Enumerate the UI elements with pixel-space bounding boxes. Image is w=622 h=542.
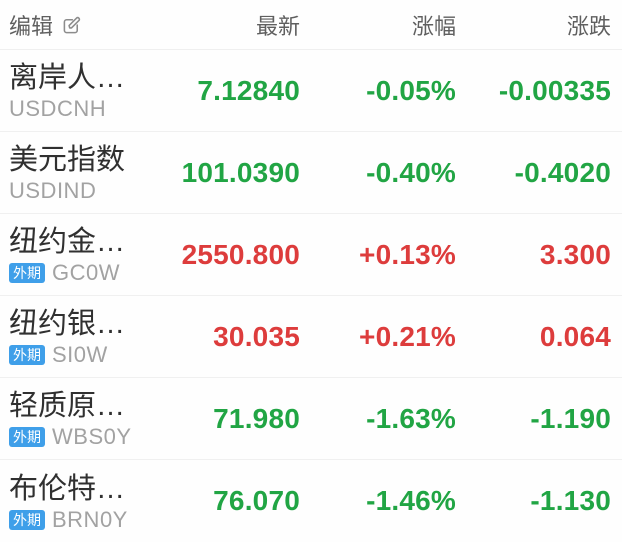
instrument-code: GC0W [52,260,120,285]
instrument-code: BRN0Y [52,506,128,532]
instrument-cell: 离岸人民币 USDCNH [9,61,135,121]
last-price: 76.070 [213,485,300,516]
change-percent: +0.21% [359,320,456,352]
instrument-name: 纽约银主连 [9,308,135,340]
quote-rows: 离岸人民币 USDCNH 7.12840 -0.05% -0.00335 美元指… [0,50,622,542]
instrument-name: 布伦特原油连续 [9,472,135,505]
instrument-cell: 纽约金主连 外期 GC0W [9,225,135,285]
change-value: -1.130 [530,485,611,516]
instrument-subline: USDIND [9,178,135,203]
change-value: 3.300 [539,238,611,270]
instrument-name: 轻质原油连续 [9,390,135,422]
quote-row[interactable]: 纽约金主连 外期 GC0W 2550.800 +0.13% 3.300 [0,214,622,296]
instrument-cell: 美元指数 USDIND [9,143,135,203]
edit-square-pencil-icon [60,15,82,37]
instrument-subline: 外期 WBS0Y [9,424,135,449]
instrument-name: 纽约金主连 [9,226,135,258]
instrument-code: USDCNH [9,96,107,121]
market-badge: 外期 [9,427,45,447]
last-price: 71.980 [213,402,300,434]
quote-row[interactable]: 美元指数 USDIND 101.0390 -0.40% -0.4020 [0,132,622,214]
instrument-subline: 外期 GC0W [9,260,135,285]
change-value: -0.00335 [498,74,611,106]
instrument-subline: 外期 BRN0Y [9,506,135,532]
change-value: -1.190 [530,402,611,434]
instrument-cell: 轻质原油连续 外期 WBS0Y [9,389,135,449]
market-badge: 外期 [9,345,45,365]
last-price: 30.035 [213,320,300,352]
instrument-subline: 外期 SI0W [9,342,135,367]
instrument-name: 美元指数 [9,144,126,176]
change-value: 0.064 [539,320,611,352]
last-price: 101.0390 [181,156,300,188]
instrument-code: USDIND [9,178,97,203]
change-percent: -1.46% [366,485,456,516]
quote-list-header: 编辑 最新 涨幅 涨跌 [0,0,622,50]
change-percent: -1.63% [366,402,456,434]
column-header-change-pct[interactable]: 涨幅 [411,13,456,39]
instrument-subline: USDCNH [9,96,135,121]
market-badge: 外期 [9,263,45,283]
instrument-code: WBS0Y [52,424,132,449]
market-badge: 外期 [9,509,45,530]
column-header-latest[interactable]: 最新 [255,13,300,39]
quote-row[interactable]: 离岸人民币 USDCNH 7.12840 -0.05% -0.00335 [0,50,622,132]
edit-button[interactable]: 编辑 [9,9,135,41]
last-price: 2550.800 [181,238,300,270]
quote-row[interactable]: 布伦特原油连续 外期 BRN0Y 76.070 -1.46% -1.130 [0,460,622,542]
change-percent: -0.05% [366,74,456,106]
quote-row[interactable]: 纽约银主连 外期 SI0W 30.035 +0.21% 0.064 [0,296,622,378]
change-percent: -0.40% [366,156,456,188]
instrument-code: SI0W [52,342,108,367]
column-header-change[interactable]: 涨跌 [566,13,611,39]
change-value: -0.4020 [514,156,611,188]
quote-row[interactable]: 轻质原油连续 外期 WBS0Y 71.980 -1.63% -1.190 [0,378,622,460]
edit-button-label: 编辑 [9,13,54,39]
instrument-cell: 布伦特原油连续 外期 BRN0Y [9,472,135,532]
change-percent: +0.13% [359,238,456,270]
instrument-cell: 纽约银主连 外期 SI0W [9,307,135,367]
instrument-name: 离岸人民币 [9,62,135,94]
last-price: 7.12840 [197,74,300,106]
